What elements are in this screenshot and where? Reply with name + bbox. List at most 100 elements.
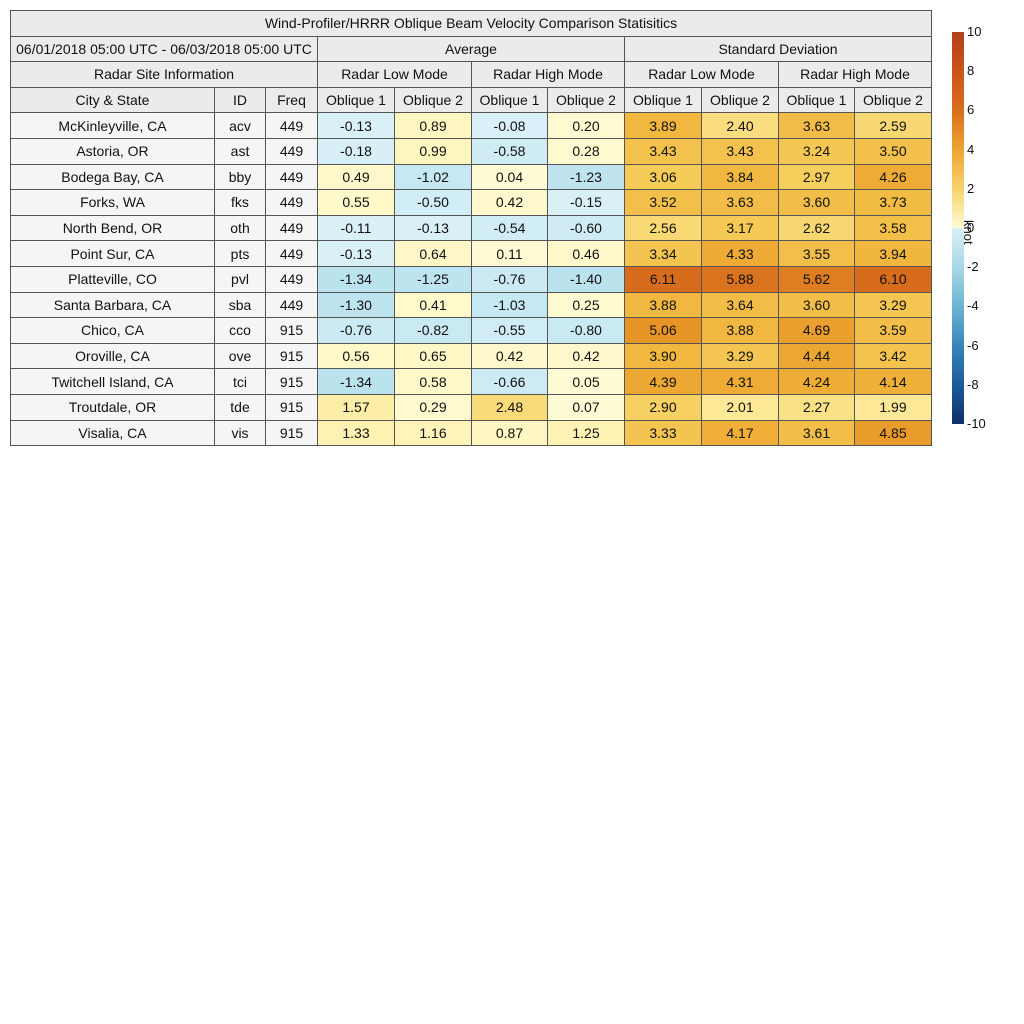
- group-header-std-dev: Standard Deviation: [624, 35, 932, 63]
- value-cell: 3.06: [624, 163, 702, 191]
- value-cell: 3.33: [624, 419, 702, 447]
- site-city: Troutdale, OR: [10, 393, 215, 421]
- value-cell: 0.42: [471, 342, 548, 370]
- site-city: Twitchell Island, CA: [10, 368, 215, 395]
- value-cell: 3.24: [778, 137, 855, 165]
- value-cell: 3.88: [624, 291, 702, 319]
- value-cell: 0.41: [394, 291, 472, 319]
- site-freq: 915: [265, 317, 318, 344]
- value-cell: 3.60: [778, 291, 855, 319]
- value-cell: 3.63: [778, 112, 855, 139]
- site-id: fks: [214, 189, 266, 216]
- value-cell: 3.52: [624, 189, 702, 216]
- value-cell: 3.63: [701, 189, 779, 216]
- value-cell: 3.34: [624, 240, 702, 267]
- site-freq: 449: [265, 214, 318, 242]
- site-id: sba: [214, 291, 266, 319]
- value-cell: -1.23: [547, 163, 625, 191]
- table-body: McKinleyville, CA acv 449 -0.13 0.89 -0.08 0.2…: [10, 112, 932, 447]
- value-cell: 3.64: [701, 291, 779, 319]
- value-cell: 4.85: [854, 419, 932, 447]
- site-city: Chico, CA: [10, 317, 215, 344]
- value-cell: 5.62: [778, 265, 855, 293]
- site-freq: 449: [265, 163, 318, 191]
- column-header-city: City & State: [10, 86, 215, 114]
- colorbar-tick-label: 6: [967, 102, 975, 118]
- site-freq: 449: [265, 291, 318, 319]
- table-row: Forks, WA fks 449 0.55 -0.50 0.42 -0.15 3.52 3.6…: [10, 189, 932, 216]
- value-cell: 3.89: [624, 112, 702, 139]
- value-cell: 0.55: [317, 189, 395, 216]
- value-cell: 2.62: [778, 214, 855, 242]
- value-cell: 3.29: [854, 291, 932, 319]
- value-cell: 0.29: [394, 393, 472, 421]
- colorbar-tick-label: 4: [967, 141, 975, 157]
- value-cell: 3.50: [854, 137, 932, 165]
- mode-header: Radar Low Mode: [624, 61, 779, 88]
- site-freq: 449: [265, 240, 318, 267]
- date-range: 06/01/2018 05:00 UTC - 06/03/2018 05:00 …: [10, 35, 318, 63]
- site-freq: 915: [265, 393, 318, 421]
- value-cell: 2.59: [854, 112, 932, 139]
- site-city: Bodega Bay, CA: [10, 163, 215, 191]
- table-row: Oroville, CA ove 915 0.56 0.65 0.42 0.42 3.90 3.…: [10, 342, 932, 370]
- value-cell: 3.43: [701, 137, 779, 165]
- site-city: Astoria, OR: [10, 137, 215, 165]
- group-header-average: Average: [317, 35, 625, 63]
- table-row: Santa Barbara, CA sba 449 -1.30 0.41 -1.03 0.2…: [10, 291, 932, 319]
- value-cell: -0.76: [317, 317, 395, 344]
- value-cell: -1.02: [394, 163, 472, 191]
- value-cell: 0.87: [471, 419, 548, 447]
- colorbar-tick-label: 8: [967, 63, 975, 79]
- value-cell: 3.94: [854, 240, 932, 267]
- value-cell: -1.03: [471, 291, 548, 319]
- value-cell: 1.57: [317, 393, 395, 421]
- value-cell: 4.14: [854, 368, 932, 395]
- value-cell: 2.40: [701, 112, 779, 139]
- value-cell: 3.43: [624, 137, 702, 165]
- value-cell: -1.40: [547, 265, 625, 293]
- value-cell: 3.60: [778, 189, 855, 216]
- value-cell: -0.13: [317, 240, 395, 267]
- site-id: acv: [214, 112, 266, 139]
- value-cell: 0.07: [547, 393, 625, 421]
- site-id: tde: [214, 393, 266, 421]
- value-cell: -0.76: [471, 265, 548, 293]
- site-freq: 915: [265, 419, 318, 447]
- column-header-oblique: Oblique 2: [547, 86, 625, 114]
- value-cell: 1.99: [854, 393, 932, 421]
- value-cell: 4.31: [701, 368, 779, 395]
- colorbar-label: knot: [961, 220, 976, 245]
- site-freq: 915: [265, 342, 318, 370]
- value-cell: -0.13: [317, 112, 395, 139]
- column-header-oblique: Oblique 2: [854, 86, 932, 114]
- site-id: pts: [214, 240, 266, 267]
- mode-header: Radar High Mode: [471, 61, 625, 88]
- mode-header: Radar High Mode: [778, 61, 932, 88]
- value-cell: -1.30: [317, 291, 395, 319]
- site-city: Oroville, CA: [10, 342, 215, 370]
- value-cell: 3.61: [778, 419, 855, 447]
- value-cell: 3.42: [854, 342, 932, 370]
- value-cell: -0.11: [317, 214, 395, 242]
- column-header-oblique: Oblique 1: [317, 86, 395, 114]
- value-cell: 2.56: [624, 214, 702, 242]
- value-cell: 3.84: [701, 163, 779, 191]
- value-cell: 4.26: [854, 163, 932, 191]
- table-row: Chico, CA cco 915 -0.76 -0.82 -0.55 -0.80 5.06 3…: [10, 317, 932, 344]
- value-cell: 0.05: [547, 368, 625, 395]
- table-title: Wind-Profiler/HRRR Oblique Beam Velocity…: [10, 10, 932, 37]
- value-cell: 4.69: [778, 317, 855, 344]
- site-city: North Bend, OR: [10, 214, 215, 242]
- value-cell: 0.65: [394, 342, 472, 370]
- value-cell: -0.13: [394, 214, 472, 242]
- value-cell: 0.42: [471, 189, 548, 216]
- value-cell: 3.73: [854, 189, 932, 216]
- site-city: Visalia, CA: [10, 419, 215, 447]
- value-cell: 0.11: [471, 240, 548, 267]
- table-row: Visalia, CA vis 915 1.33 1.16 0.87 1.25 3.33 4.1…: [10, 419, 932, 447]
- value-cell: -0.50: [394, 189, 472, 216]
- value-cell: 0.46: [547, 240, 625, 267]
- value-cell: 1.25: [547, 419, 625, 447]
- value-cell: 3.59: [854, 317, 932, 344]
